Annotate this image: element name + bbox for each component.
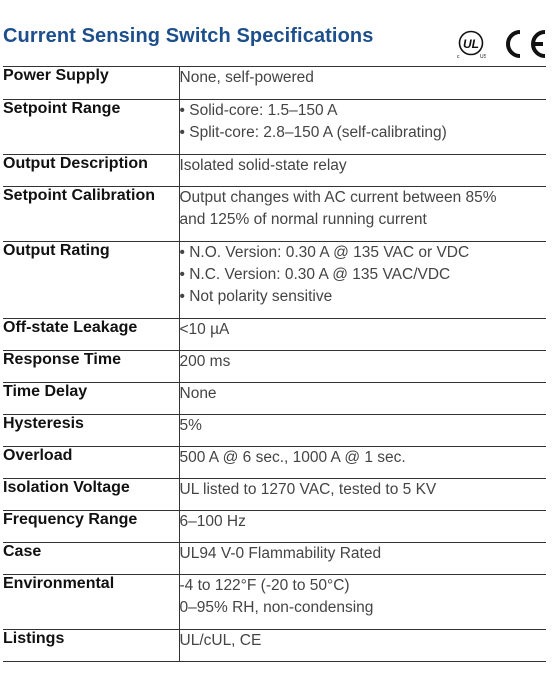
row-label: Setpoint Calibration [3, 186, 180, 242]
table-row: Hysteresis 5% [3, 414, 546, 447]
table-row: Response Time 200 ms [3, 350, 546, 383]
row-value: • Solid-core: 1.5–150 A • Split-core: 2.8… [179, 99, 546, 155]
row-label: Environmental [3, 574, 180, 630]
table-row: Power Supply None, self-powered [3, 66, 546, 100]
value-line: Output changes with AC current between 8… [179, 189, 497, 206]
value-line: 200 ms [179, 353, 231, 370]
row-label: Response Time [3, 350, 180, 383]
table-row: Time Delay None [3, 382, 546, 415]
value-line: • N.O. Version: 0.30 A @ 135 VAC or VDC [179, 244, 470, 261]
value-line: -4 to 122°F (-20 to 50°C) [179, 577, 350, 594]
value-line: Isolated solid-state relay [179, 157, 347, 174]
table-row: Setpoint Calibration Output changes with… [3, 186, 546, 242]
row-value: <10 µA [179, 318, 546, 351]
value-line: 500 A @ 6 sec., 1000 A @ 1 sec. [179, 449, 406, 466]
ce-mark-icon [506, 30, 546, 58]
table-row: Case UL94 V-0 Flammability Rated [3, 542, 546, 575]
row-label: Power Supply [3, 66, 180, 100]
table-row: Environmental -4 to 122°F (-20 to 50°C) 0… [3, 574, 546, 630]
svg-text:c: c [457, 54, 460, 59]
value-line: UL94 V-0 Flammability Rated [179, 545, 382, 562]
table-row: Isolation Voltage UL listed to 1270 VAC,… [3, 478, 546, 511]
value-line: • Split-core: 2.8–150 A (self-calibratin… [179, 124, 447, 141]
row-value: -4 to 122°F (-20 to 50°C) 0–95% RH, non-c… [179, 574, 546, 630]
row-value: UL/cUL, CE [179, 629, 546, 662]
table-row: Off-state Leakage <10 µA [3, 318, 546, 351]
value-line: 0–95% RH, non-condensing [179, 599, 374, 616]
row-label: Output Rating [3, 241, 180, 319]
table-row: Listings UL/cUL, CE [3, 629, 546, 662]
table-row: Output Description Isolated solid-state … [3, 154, 546, 187]
table-row: Setpoint Range • Solid-core: 1.5–150 A • … [3, 99, 546, 155]
row-value: None [179, 382, 546, 415]
value-line: None, self-powered [179, 69, 314, 86]
table-row: Frequency Range 6–100 Hz [3, 510, 546, 543]
value-line: <10 µA [179, 321, 230, 338]
value-line: • N.C. Version: 0.30 A @ 135 VAC/VDC [179, 266, 451, 283]
row-value: 6–100 Hz [179, 510, 546, 543]
value-line: and 125% of normal running current [179, 211, 427, 228]
row-value: UL listed to 1270 VAC, tested to 5 KV [179, 478, 546, 511]
value-line: UL/cUL, CE [179, 632, 262, 649]
row-label: Output Description [3, 154, 180, 187]
row-value: • N.O. Version: 0.30 A @ 135 VAC or VDC •… [179, 241, 546, 319]
row-label: Hysteresis [3, 414, 180, 447]
row-value: UL94 V-0 Flammability Rated [179, 542, 546, 575]
value-line: UL listed to 1270 VAC, tested to 5 KV [179, 481, 437, 498]
row-value: 200 ms [179, 350, 546, 383]
page-title: Current Sensing Switch Specifications [3, 25, 374, 47]
specifications-table: Power Supply None, self-powered Setpoint… [3, 66, 546, 662]
row-label: Isolation Voltage [3, 478, 180, 511]
svg-text:US: US [480, 54, 486, 59]
ul-listed-icon: UL c US [457, 30, 486, 59]
value-line: 6–100 Hz [179, 513, 246, 530]
row-label: Time Delay [3, 382, 180, 415]
row-value: 500 A @ 6 sec., 1000 A @ 1 sec. [179, 446, 546, 479]
table-row: Output Rating • N.O. Version: 0.30 A @ 1… [3, 241, 546, 319]
svg-text:UL: UL [463, 37, 479, 51]
row-value: 5% [179, 414, 546, 447]
row-value: Output changes with AC current between 8… [179, 186, 546, 242]
row-label: Off-state Leakage [3, 318, 180, 351]
certification-logos: UL c US [452, 27, 552, 61]
row-label: Overload [3, 446, 180, 479]
value-line: • Solid-core: 1.5–150 A [179, 102, 338, 119]
row-label: Case [3, 542, 180, 575]
table-row: Overload 500 A @ 6 sec., 1000 A @ 1 sec. [3, 446, 546, 479]
value-line: None [179, 385, 217, 402]
row-label: Listings [3, 629, 180, 662]
value-line: 5% [179, 417, 202, 434]
row-value: Isolated solid-state relay [179, 154, 546, 187]
row-label: Setpoint Range [3, 99, 180, 155]
row-label: Frequency Range [3, 510, 180, 543]
row-value: None, self-powered [179, 66, 546, 100]
value-line: • Not polarity sensitive [179, 288, 333, 305]
